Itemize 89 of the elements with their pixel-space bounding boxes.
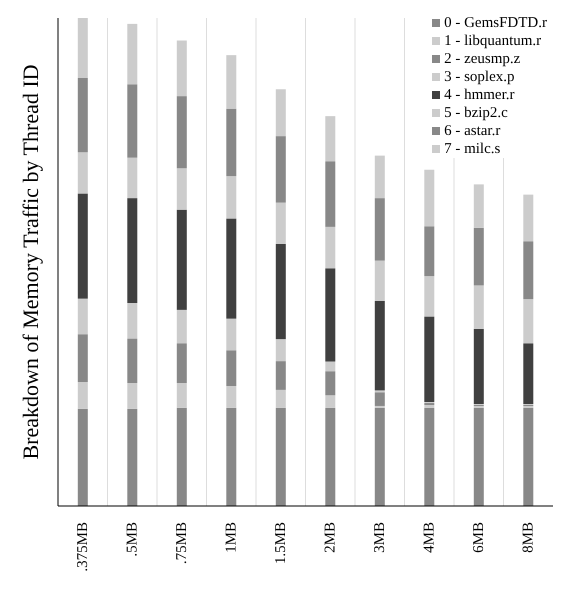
legend-label: 3 - soplex.p <box>444 68 515 86</box>
bar <box>226 218 236 319</box>
bar <box>374 156 385 198</box>
bar <box>78 334 88 382</box>
bar <box>474 184 484 228</box>
x-tick-label: 2MB <box>322 522 338 553</box>
bar <box>127 84 138 158</box>
bar <box>424 408 434 506</box>
bar <box>176 210 187 310</box>
bar <box>276 390 286 408</box>
bar <box>226 386 236 408</box>
y-axis-title: Breakdown of Memory Traffic by Thread ID <box>18 64 43 460</box>
bar <box>374 301 385 390</box>
bar <box>523 299 534 344</box>
bar <box>78 298 88 334</box>
x-tick-label: 4MB <box>421 522 438 553</box>
bar <box>276 89 286 136</box>
legend-label: 4 - hmmer.r <box>444 86 514 104</box>
bar <box>523 343 534 404</box>
bar <box>325 408 336 506</box>
bar <box>424 226 434 276</box>
bar <box>325 395 336 408</box>
x-tick-label: 1.5MB <box>272 522 289 564</box>
bar <box>276 244 286 340</box>
bar <box>276 408 286 506</box>
bar <box>127 158 138 198</box>
legend-label: 5 - bzip2.c <box>444 104 508 122</box>
legend-label: 7 - milc.s <box>444 140 500 158</box>
bar <box>176 96 187 168</box>
bar <box>523 242 534 300</box>
bar <box>325 226 336 268</box>
bar <box>176 40 187 96</box>
bar <box>78 382 88 409</box>
bar <box>226 176 236 219</box>
bar <box>424 276 434 317</box>
bar <box>127 338 138 384</box>
bar <box>474 408 484 506</box>
bar <box>325 116 336 162</box>
legend-label: 6 - astar.r <box>444 122 500 140</box>
bar <box>523 408 534 506</box>
bar <box>226 108 236 176</box>
bar <box>276 361 286 390</box>
bar <box>78 194 88 299</box>
x-tick-label: .75MB <box>174 522 190 564</box>
bar <box>226 55 236 109</box>
bar <box>226 350 236 386</box>
bar <box>325 371 336 396</box>
bar <box>78 78 88 152</box>
bar <box>127 408 138 506</box>
bar <box>276 202 286 244</box>
bar <box>424 170 434 226</box>
bar <box>474 285 484 329</box>
bar <box>176 310 187 344</box>
bar <box>127 383 138 409</box>
bar <box>176 383 187 408</box>
bar <box>374 260 385 302</box>
bar <box>374 408 385 506</box>
bar <box>325 362 336 372</box>
legend-label: 1 - libquantum.r <box>444 32 542 50</box>
x-tick-label: .375MB <box>74 522 91 572</box>
bar <box>127 198 138 303</box>
legend-label: 0 - GemsFDTD.r <box>444 14 547 32</box>
bar <box>374 198 385 261</box>
bar <box>424 404 434 408</box>
bar <box>127 24 138 84</box>
bar <box>176 343 187 384</box>
bar <box>276 339 286 362</box>
bar <box>78 408 88 506</box>
bar <box>78 18 88 78</box>
bar <box>474 328 484 404</box>
x-tick-label: 8MB <box>520 522 536 553</box>
bar <box>226 408 236 506</box>
bar <box>276 136 286 202</box>
bar <box>325 268 336 362</box>
x-tick-label: 3MB <box>372 522 388 553</box>
bar <box>127 302 138 339</box>
bar <box>78 152 88 194</box>
x-tick-label: 1MB <box>223 522 240 553</box>
bar <box>523 194 534 242</box>
x-tick-label: .5MB <box>124 522 140 557</box>
bar <box>325 161 336 227</box>
bar <box>424 316 434 402</box>
bar <box>474 228 484 286</box>
bar <box>226 318 236 350</box>
bar <box>176 408 187 506</box>
legend-label: 2 - zeusmp.z <box>444 50 520 68</box>
x-tick-label: 6MB <box>470 522 487 553</box>
bar <box>176 168 187 210</box>
bar <box>374 392 385 406</box>
